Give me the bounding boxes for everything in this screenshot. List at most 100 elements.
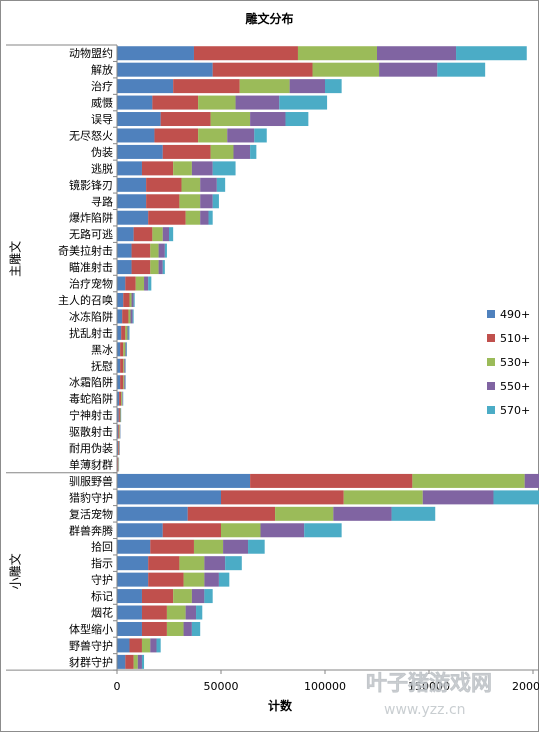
- category-label: 驱散射击: [69, 425, 113, 439]
- x-tick-label: 150000: [408, 680, 450, 693]
- axes-layer: [6, 44, 539, 674]
- category-label: 标记: [91, 589, 113, 603]
- bar-segment-550plus: [524, 473, 539, 488]
- bar-segment-490plus: [117, 177, 147, 192]
- category-label: 逃脱: [91, 161, 113, 175]
- bar-segment-530plus: [239, 79, 290, 94]
- bar-segment-530plus: [412, 473, 525, 488]
- category-label: 治疗宠物: [69, 277, 113, 291]
- category-label: 扰乱射击: [69, 326, 113, 340]
- x-tick-label: 50000: [204, 680, 239, 693]
- bar-segment-490plus: [117, 539, 151, 554]
- category-label: 镜影锋刃: [69, 178, 113, 192]
- bar-segment-530plus: [198, 128, 228, 143]
- legend-label: 550+: [500, 380, 530, 393]
- bar-segment-570plus: [248, 539, 265, 554]
- bar-segment-570plus: [128, 325, 130, 340]
- bar-segment-550plus: [144, 276, 149, 291]
- bar-segment-490plus: [117, 144, 163, 159]
- x-tick-label: 100000: [304, 680, 346, 693]
- bar-segment-570plus: [254, 128, 267, 143]
- bar-segment-490plus: [117, 506, 188, 521]
- bar-segment-550plus: [125, 342, 127, 357]
- bar-segment-550plus: [124, 375, 126, 390]
- bar-segment-570plus: [325, 79, 342, 94]
- labels-layer: 动物盟约解放治疗威慑误导无尽怒火伪装逃脱镜影锋刃寻路爆炸陷阱无路可逃奇美拉射击瞄…: [8, 46, 539, 693]
- bar-segment-530plus: [312, 62, 380, 77]
- bar-segment-510plus: [123, 292, 130, 307]
- bar-segment-570plus: [279, 95, 328, 110]
- bar-segment-530plus: [275, 506, 334, 521]
- category-label: 抚慰: [91, 359, 113, 373]
- bar-segment-510plus: [133, 227, 153, 242]
- category-label: 伪装: [91, 146, 113, 159]
- bar-segment-550plus: [289, 79, 325, 94]
- bar-segment-570plus: [148, 276, 152, 291]
- category-label: 体型缩小: [69, 622, 113, 636]
- bar-segment-490plus: [117, 441, 119, 456]
- category-label: 指示: [91, 556, 113, 570]
- bar-segment-490plus: [117, 112, 161, 127]
- bar-segment-490plus: [117, 358, 121, 373]
- x-axis-title: 计数: [268, 698, 293, 713]
- bar-segment-550plus: [204, 572, 219, 587]
- category-label: 爆炸陷阱: [69, 211, 113, 225]
- bar-segment-530plus: [173, 161, 192, 176]
- bar-segment-490plus: [117, 46, 194, 61]
- bar-segment-530plus: [198, 95, 236, 110]
- bar-segment-490plus: [117, 62, 213, 77]
- category-label: 守护: [91, 573, 113, 587]
- bar-segment-550plus: [223, 539, 249, 554]
- bar-segment-510plus: [141, 621, 167, 636]
- category-label: 误导: [91, 113, 113, 126]
- bar-segment-490plus: [117, 210, 149, 225]
- bar-segment-570plus: [156, 638, 161, 653]
- bar-segment-490plus: [117, 227, 134, 242]
- bar-segment-530plus: [297, 46, 377, 61]
- bar-segment-490plus: [117, 95, 153, 110]
- bar-segment-510plus: [250, 473, 413, 488]
- bar-segment-510plus: [146, 194, 180, 209]
- bar-segment-550plus: [250, 112, 286, 127]
- category-label: 冰冻陷阱: [69, 309, 113, 323]
- bar-segment-530plus: [133, 654, 138, 669]
- category-label: 解放: [91, 63, 113, 77]
- bar-segment-550plus: [137, 654, 142, 669]
- bar-segment-490plus: [117, 325, 122, 340]
- category-label: 拾回: [91, 540, 113, 554]
- bar-segment-490plus: [117, 79, 174, 94]
- bar-segment-570plus: [132, 309, 134, 324]
- bar-segment-510plus: [193, 46, 298, 61]
- bar-segment-490plus: [117, 391, 120, 406]
- bar-segment-550plus: [150, 638, 157, 653]
- category-label: 无尽怒火: [69, 128, 113, 142]
- bar-segment-510plus: [125, 276, 136, 291]
- bar-segment-550plus: [333, 506, 392, 521]
- bar-segment-510plus: [141, 161, 174, 176]
- bar-segment-530plus: [128, 309, 131, 324]
- bar-segment-490plus: [117, 161, 142, 176]
- bar-segment-550plus: [122, 391, 123, 406]
- bar-segment-510plus: [212, 62, 313, 77]
- bar-segment-550plus: [204, 556, 226, 571]
- bar-segment-490plus: [117, 654, 126, 669]
- bar-segment-510plus: [141, 605, 167, 620]
- bar-segment-530plus: [123, 358, 125, 373]
- bar-segment-510plus: [141, 589, 174, 604]
- bar-segment-550plus: [185, 605, 197, 620]
- bar-segment-550plus: [191, 589, 205, 604]
- category-label: 黑冰: [91, 343, 113, 356]
- bar-segment-510plus: [129, 638, 142, 653]
- x-tick-label: 0: [114, 680, 121, 693]
- x-tick-label: 200000: [512, 680, 539, 693]
- bar-segment-490plus: [117, 605, 142, 620]
- bar-segment-570plus: [493, 490, 539, 505]
- bar-segment-570plus: [250, 144, 257, 159]
- category-label: 耐用伪装: [69, 442, 113, 455]
- legend-label: 570+: [500, 404, 530, 417]
- bar-segment-530plus: [166, 605, 186, 620]
- bar-segment-550plus: [183, 621, 192, 636]
- bar-segment-530plus: [141, 638, 151, 653]
- category-label: 驯服野兽: [69, 474, 113, 488]
